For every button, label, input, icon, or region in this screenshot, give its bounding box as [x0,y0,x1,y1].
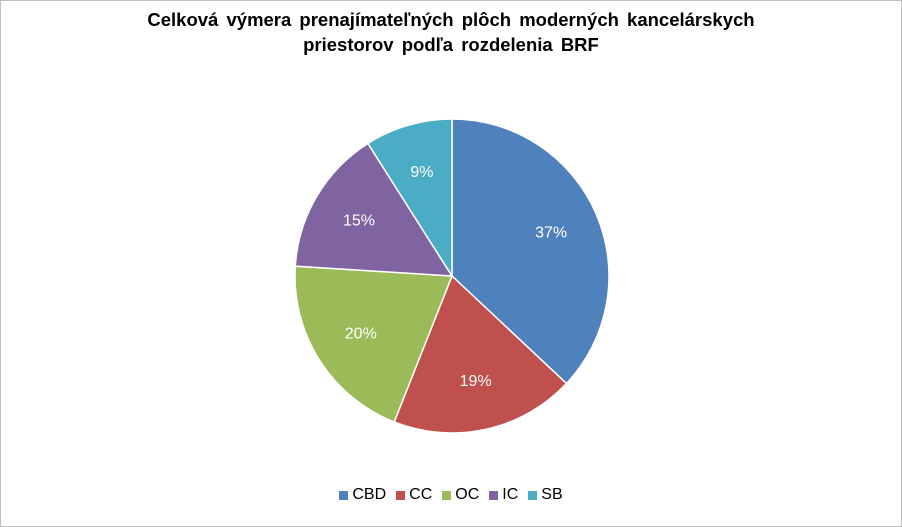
legend-item-ic: IC [489,486,518,504]
chart-title-line-1: Celková výmera prenajímateľných plôch mo… [147,9,755,30]
legend-swatch [339,490,349,500]
chart-title: Celková výmera prenajímateľných plôch mo… [1,7,901,57]
legend-item-cbd: CBD [339,486,386,504]
data-label-ic: 15% [343,213,375,230]
chart-title-line-2: priestorov podľa rozdelenia BRF [303,34,599,55]
legend-swatch [396,490,406,500]
data-label-cc: 19% [460,373,492,390]
data-label-sb: 9% [410,164,433,181]
pie-slice-sb [366,118,453,279]
legend-label: SB [541,486,563,503]
legend-item-sb: SB [528,486,563,504]
data-label-oc: 20% [345,325,377,342]
legend-swatch [442,490,452,500]
legend-swatch [528,490,538,500]
pie-slice-ic [294,142,454,277]
legend-item-cc: CC [396,486,432,504]
legend-label: CC [409,486,433,503]
data-label-cbd: 37% [535,225,567,242]
chart-legend: CBD CC OC IC SB [1,486,901,504]
legend-item-oc: OC [442,486,479,504]
pie-slice-cbd [451,118,610,385]
pie-slice-oc [294,265,454,423]
legend-label: IC [502,486,519,503]
legend-label: CBD [352,486,387,503]
legend-swatch [489,490,499,500]
legend-label: OC [455,486,480,503]
